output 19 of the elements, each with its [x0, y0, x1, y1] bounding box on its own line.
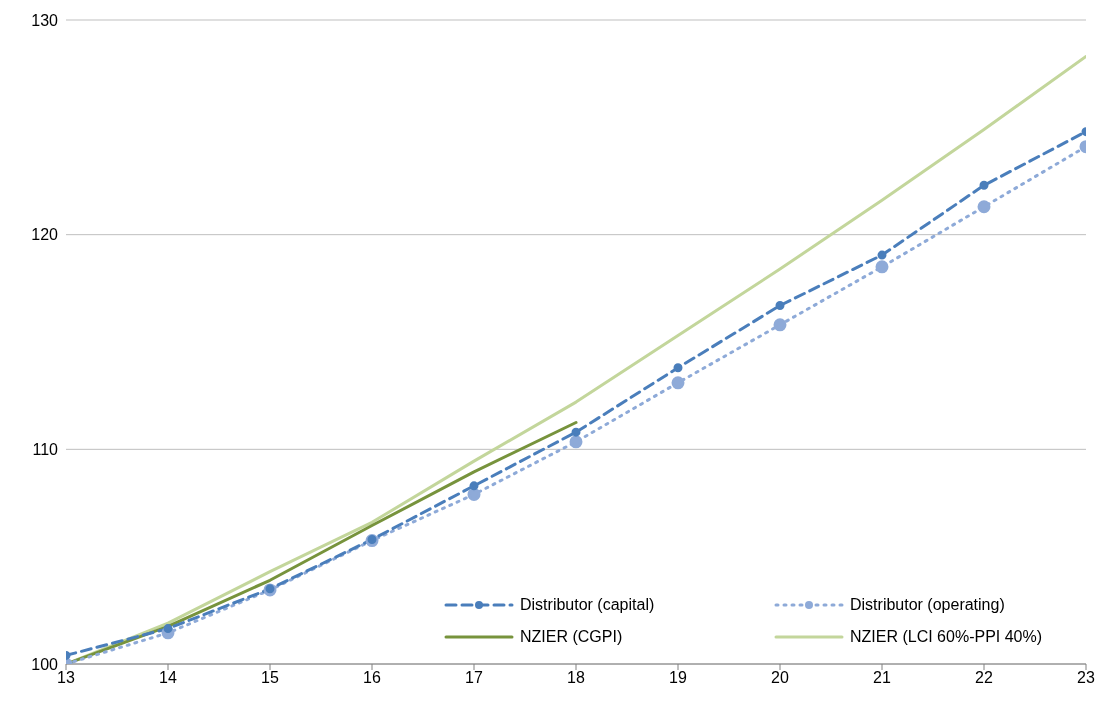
x-tick-label: 15 — [261, 669, 279, 687]
y-tick-label: 120 — [31, 226, 59, 244]
legend-label: NZIER (LCI 60%-PPI 40%) — [850, 628, 1043, 646]
x-tick-label: 14 — [159, 669, 177, 687]
x-tick-label: 18 — [567, 669, 585, 687]
x-tick-label: 13 — [57, 669, 75, 687]
x-tick-label: 23 — [1077, 669, 1095, 687]
y-tick-label: 110 — [32, 441, 59, 459]
x-tick-label: 20 — [771, 669, 789, 687]
x-tick-label: 22 — [975, 669, 993, 687]
y-tick-label: 130 — [31, 11, 59, 29]
y-tick-label: 100 — [31, 655, 59, 673]
x-tick-label: 16 — [363, 669, 381, 687]
x-tick-label: 21 — [873, 669, 891, 687]
x-tick-label: 19 — [669, 669, 687, 687]
x-tick-label: 17 — [465, 669, 483, 687]
legend-label: NZIER (CGPI) — [520, 628, 623, 646]
legend-label: Distributor (capital) — [520, 596, 655, 614]
legend-label: Distributor (operating) — [850, 596, 1005, 614]
